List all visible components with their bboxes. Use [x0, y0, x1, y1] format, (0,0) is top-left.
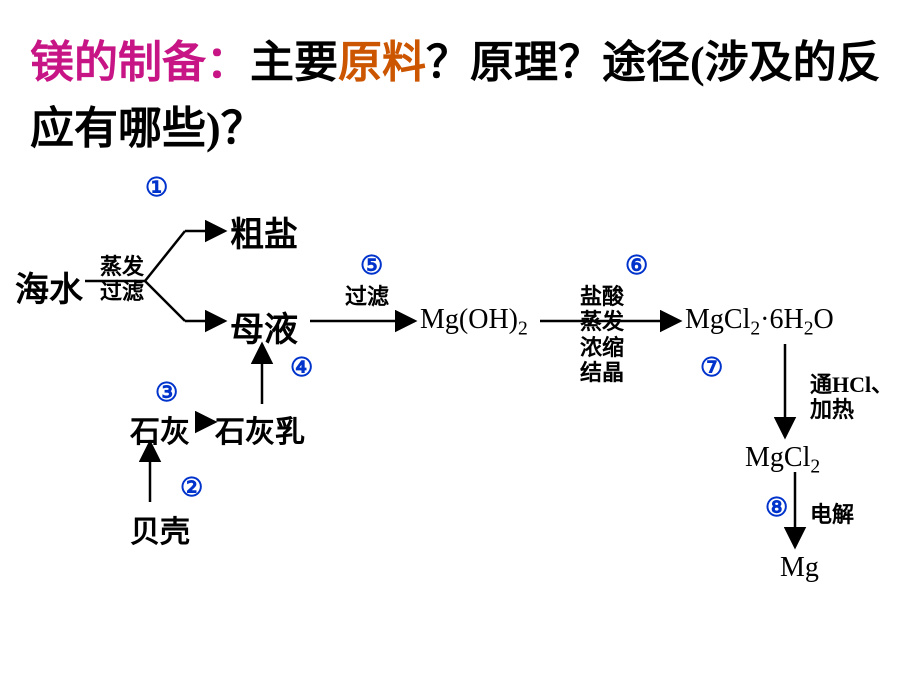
annotation-hcl_heat: 通HCl、加热: [810, 372, 893, 423]
step-number-1: ①: [145, 172, 168, 203]
annotation-hcl_evap: 盐酸蒸发浓缩结晶: [580, 284, 624, 385]
step-number-4: ④: [290, 352, 313, 383]
title-block: 镁的制备：主要原料？原理？途径(涉及的反应有哪些)？: [0, 0, 920, 172]
node-mg: Mg: [780, 552, 819, 584]
node-mgcl2: MgCl2: [745, 442, 820, 479]
node-shell: 贝壳: [130, 507, 190, 551]
flow-diagram: 海水 粗盐母液石灰石灰乳贝壳 Mg(OH)2 MgCl2·6H2O MgCl2 Mg ① ② ③…: [0, 172, 920, 622]
node-mgcl2_6h2o: MgCl2·6H2O: [685, 304, 834, 341]
step-number-5: ⑤: [360, 250, 383, 281]
step-number-7: ⑦: [700, 352, 723, 383]
annotation-evap_filter: 蒸发过滤: [100, 254, 144, 305]
node-mother_liquor: 母液: [230, 302, 298, 351]
node-lime_milk: 石灰乳: [215, 407, 305, 451]
annotation-filter: 过滤: [345, 284, 389, 309]
node-mgoh2: Mg(OH)2: [420, 304, 528, 341]
node-lime: 石灰: [130, 407, 190, 451]
node-crude_salt: 粗盐: [230, 207, 298, 256]
node-seawater: 海水: [15, 262, 83, 311]
arrow-1: [145, 231, 185, 281]
title-text: 镁的制备：主要原料？原理？途径(涉及的反应有哪些)？: [30, 30, 890, 162]
arrow-3: [145, 281, 185, 321]
step-number-3: ③: [155, 377, 178, 408]
annotation-electrolysis: 电解: [810, 502, 854, 527]
step-number-8: ⑧: [765, 492, 788, 523]
step-number-2: ②: [180, 472, 203, 503]
step-number-6: ⑥: [625, 250, 648, 281]
